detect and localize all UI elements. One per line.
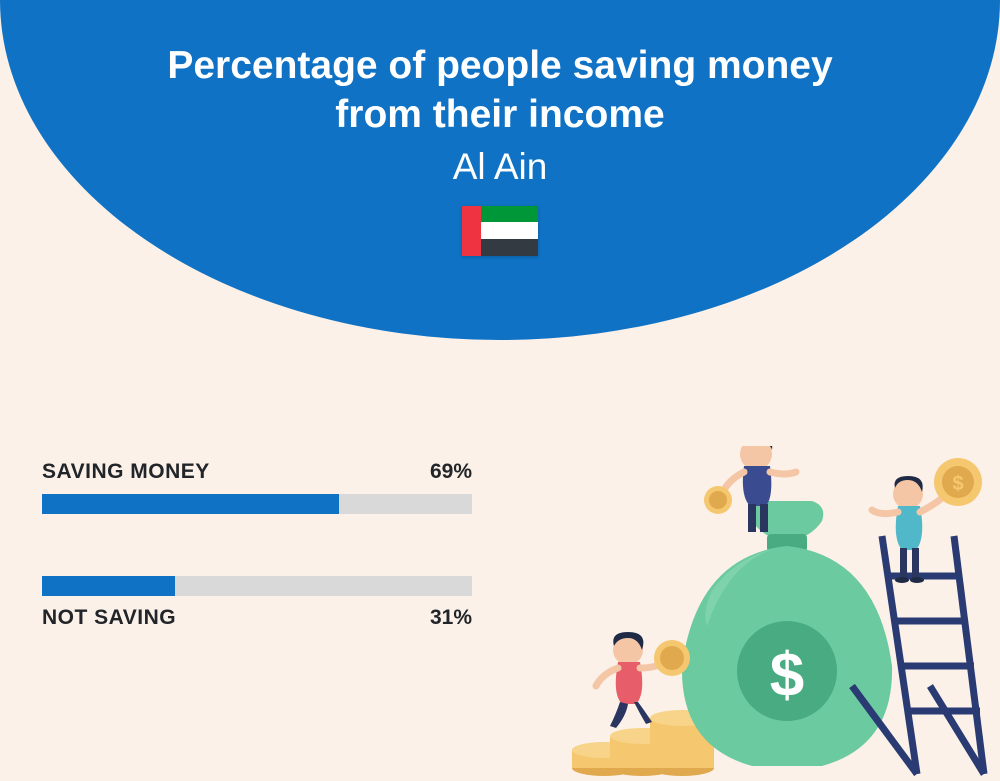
bar-fill: [42, 494, 339, 514]
bars-section: SAVING MONEY 69% NOT SAVING 31%: [42, 460, 472, 692]
bar-value: 69%: [430, 460, 472, 484]
flag-white: [481, 222, 538, 239]
flag-red: [462, 206, 481, 256]
bar-track: [42, 576, 472, 596]
money-bag-icon: $: [682, 501, 892, 766]
flag-stripes: [481, 206, 538, 256]
title-line1: Percentage of people saving money: [0, 42, 1000, 91]
svg-text:$: $: [770, 641, 804, 710]
subtitle: Al Ain: [0, 146, 1000, 188]
uae-flag-icon: [462, 206, 538, 256]
flag-black: [481, 239, 538, 256]
bar-value: 31%: [430, 606, 472, 630]
bar-saving: SAVING MONEY 69%: [42, 460, 472, 514]
svg-text:$: $: [952, 473, 963, 495]
bar-fill: [42, 576, 175, 596]
header: Percentage of people saving money from t…: [0, 0, 1000, 256]
bar-notsaving: NOT SAVING 31%: [42, 576, 472, 630]
flag-green: [481, 206, 538, 223]
bar-labels: NOT SAVING 31%: [42, 606, 472, 630]
savings-illustration: $: [552, 446, 992, 776]
bar-label: NOT SAVING: [42, 606, 176, 630]
bar-track: [42, 494, 472, 514]
bar-label: SAVING MONEY: [42, 460, 210, 484]
bar-labels: SAVING MONEY 69%: [42, 460, 472, 484]
title-line2: from their income: [0, 91, 1000, 140]
